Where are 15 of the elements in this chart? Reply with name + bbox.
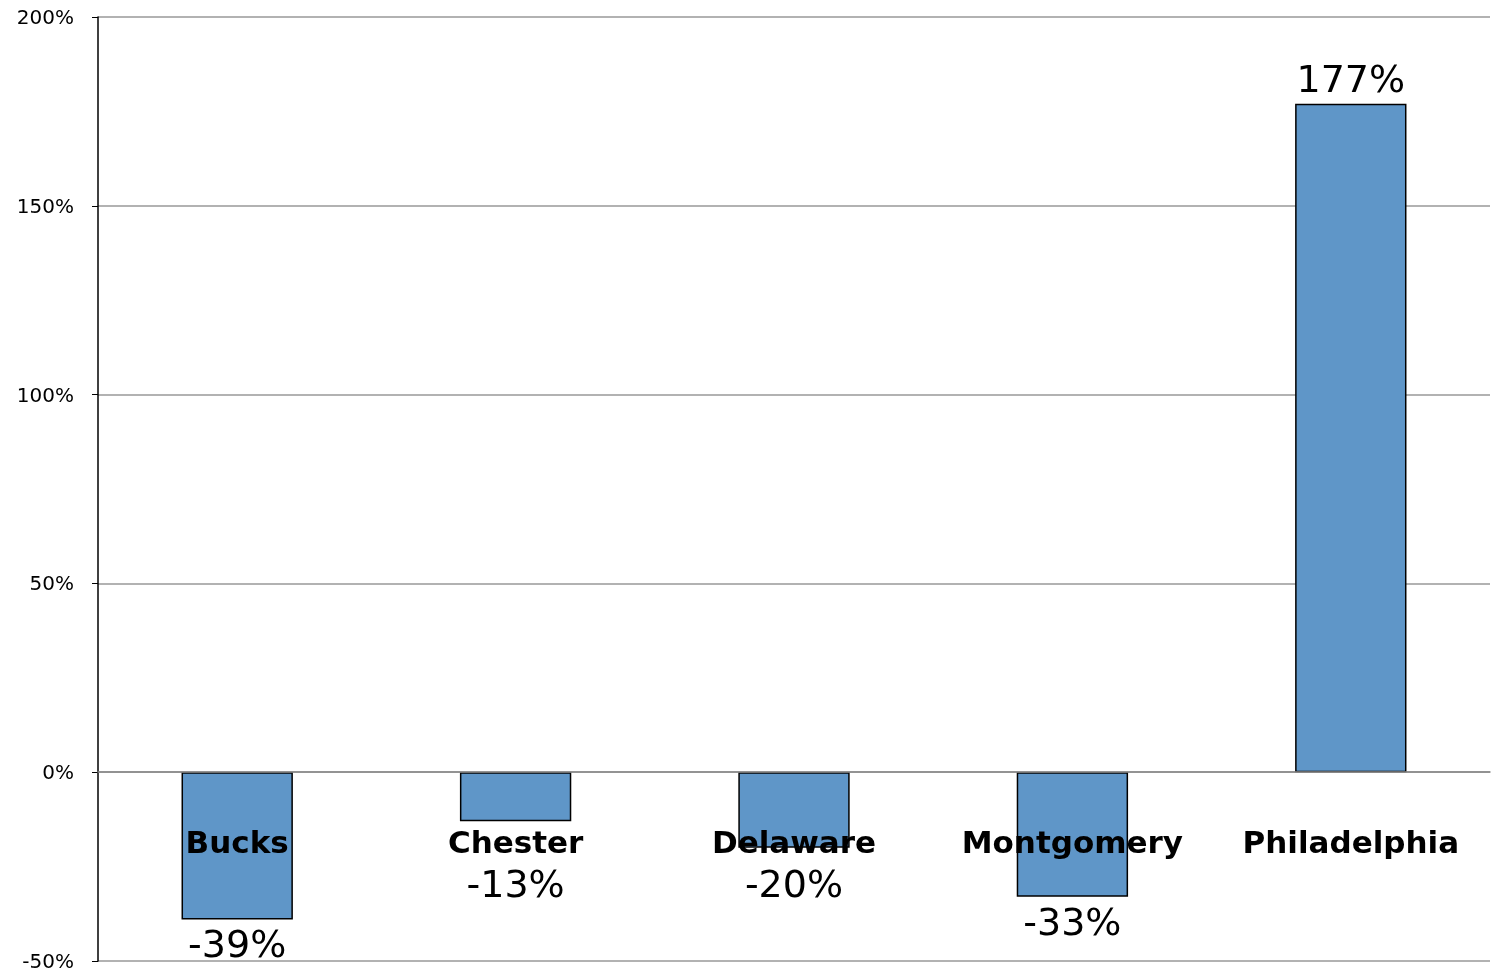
y-tick-label: 200%	[16, 5, 74, 29]
data-label: -39%	[188, 922, 287, 967]
data-label: -20%	[744, 862, 844, 907]
x-tick-label: Bucks	[185, 823, 289, 860]
y-tick-label: -50%	[22, 949, 74, 973]
y-tick-label: 150%	[16, 193, 74, 218]
x-tick-label: Philadelphia	[1242, 823, 1460, 860]
y-tick-label: 100%	[16, 382, 74, 407]
data-label: 177%	[1296, 56, 1406, 101]
data-label: -33%	[1023, 899, 1122, 944]
data-label: -13%	[466, 862, 565, 907]
x-tick-label: Delaware	[711, 823, 877, 860]
y-tick-label: 0%	[42, 760, 74, 785]
x-tick-label: Chester	[447, 823, 585, 860]
y-tick-label: 50%	[29, 571, 74, 596]
